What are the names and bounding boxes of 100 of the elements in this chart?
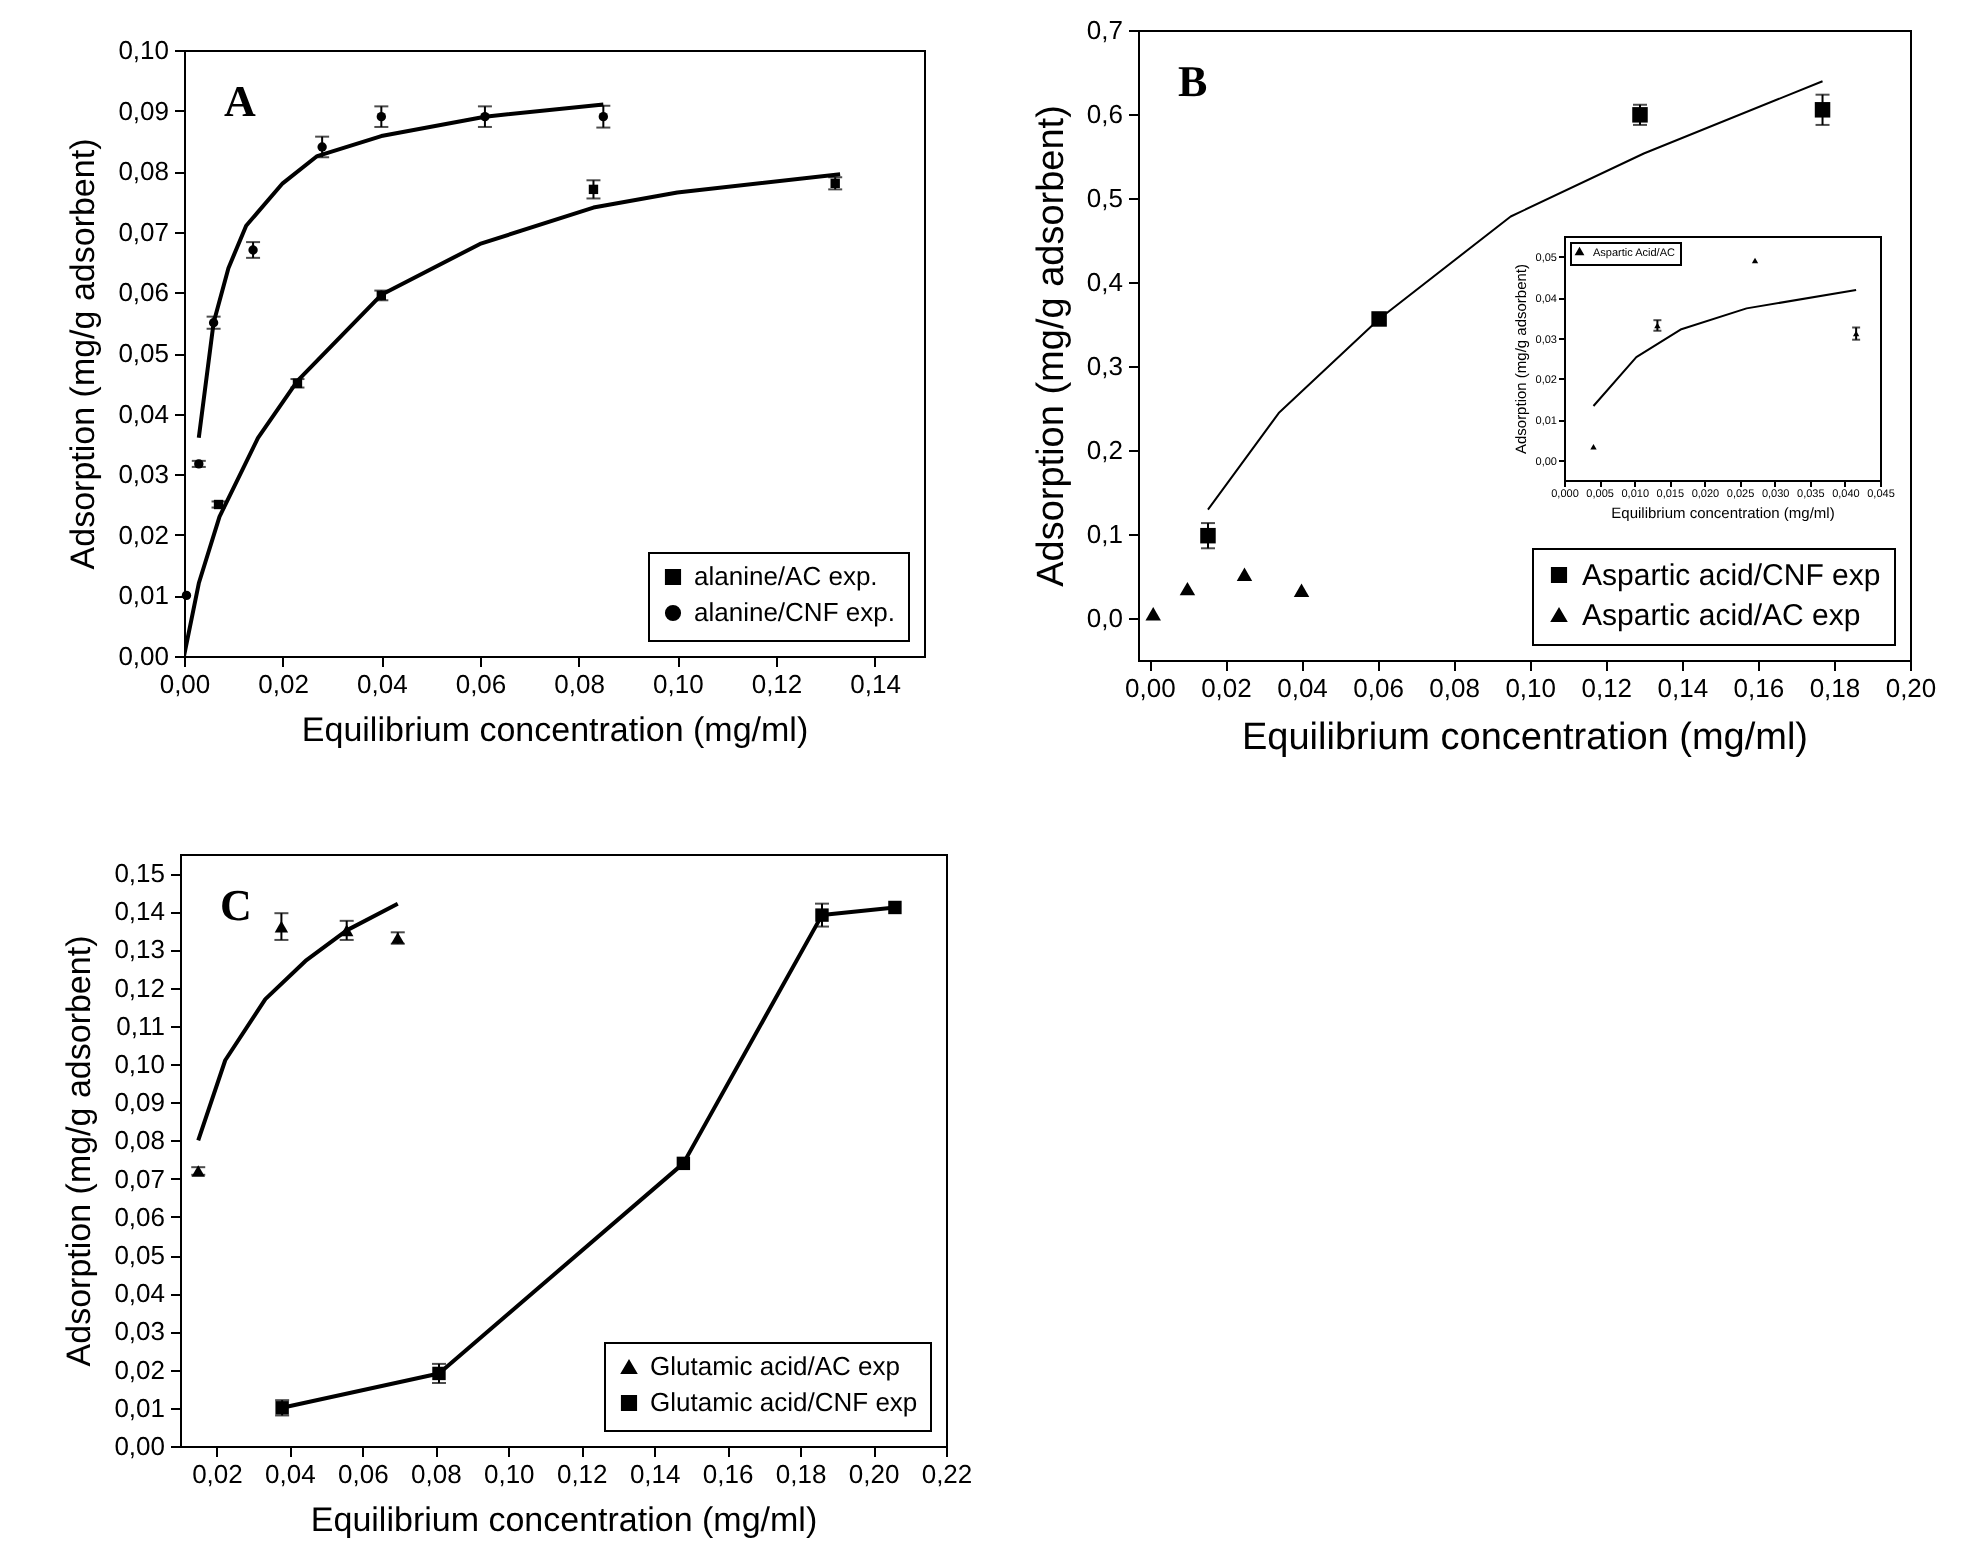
x-tick-label: 0,06 (1353, 673, 1404, 703)
x-tick-label: 0,04 (357, 669, 408, 699)
y-tick-label: 0,01 (118, 580, 169, 611)
y-axis-title: Adsorption (mg/g adsorbent) (64, 138, 103, 570)
point (676, 1156, 691, 1171)
point (598, 111, 609, 122)
point (588, 184, 599, 195)
y-tick-label: 0,1 (1086, 519, 1123, 549)
point (376, 111, 387, 122)
y-tick-label: 0,0 (1086, 603, 1123, 633)
x-tick-label: 0,00 (1125, 673, 1176, 703)
x-tick-label: 0,12 (1581, 673, 1633, 703)
y-tick-label: 0,03 (118, 459, 169, 490)
x-tick-label: 0,04 (265, 1459, 316, 1489)
legend-label: Aspartic acid/CNF exp (1582, 559, 1881, 593)
x-tick-label: 0,12 (556, 1459, 608, 1489)
y-axis-title: Adsorption (mg/g adsorbent) (60, 935, 99, 1367)
y-tick-label: 0,3 (1086, 351, 1123, 381)
x-tick-label: 0,12 (751, 669, 803, 699)
x-tick-label: 0,00 (159, 669, 211, 699)
line-series (1206, 80, 1824, 511)
y-axis-title: Adsorption (mg/g adsorbent) (1030, 105, 1073, 587)
point (274, 920, 289, 933)
x-tick-label: 0,16 (1733, 673, 1785, 703)
legend-label: alanine/AC exp. (694, 561, 878, 591)
x-tick-label: 0,02 (1201, 673, 1252, 703)
x-tick-label: 0,10 (653, 669, 704, 699)
y-tick-label: 0,09 (114, 1087, 165, 1118)
point (432, 1366, 446, 1381)
y-tick-label: 0,05 (114, 1240, 165, 1271)
point (1236, 567, 1253, 582)
point (1200, 527, 1216, 544)
y-tick-label: 0,6 (1086, 99, 1123, 129)
y-tick-label: 0,08 (118, 156, 169, 187)
x-axis-title: Equilibrium concentration (mg/ml) (301, 711, 809, 749)
x-tick-label: 0,06 (338, 1459, 389, 1489)
y-tick-label: 0,4 (1086, 267, 1123, 297)
point (888, 900, 902, 915)
x-tick-label: 0,10 (483, 1459, 535, 1489)
point (1145, 607, 1161, 621)
y-tick-label: 0,03 (114, 1316, 165, 1347)
y-tick-label: 0,07 (114, 1163, 165, 1194)
annotation: A (224, 76, 256, 126)
legend-label: Aspartic acid/AC exp (1582, 599, 1861, 633)
point (480, 111, 490, 122)
point (1371, 311, 1387, 327)
legend-label: Glutamic acid/AC exp (650, 1351, 900, 1381)
y-tick-label: 0,00 (114, 1431, 165, 1461)
x-tick-label: 0,20 (848, 1459, 900, 1489)
y-tick-label: 0,2 (1086, 435, 1123, 465)
point (181, 590, 192, 601)
y-tick-label: 0,04 (114, 1278, 165, 1309)
x-tick-label: 0,02 (192, 1459, 243, 1489)
y-tick-label: 0,05 (118, 338, 169, 368)
legend-label: alanine/CNF exp. (694, 597, 895, 627)
x-axis-title: Equilibrium concentration (mg/ml) (310, 1501, 818, 1539)
y-tick-label: 0,00 (118, 641, 169, 671)
y-tick-label: 0,10 (114, 1049, 165, 1080)
x-tick-label: 0,20 (1885, 673, 1937, 703)
point (1293, 583, 1310, 597)
x-tick-label: 0,08 (411, 1459, 462, 1489)
y-tick-label: 0,12 (114, 972, 165, 1003)
x-tick-label: 0,04 (1277, 673, 1328, 703)
point (1179, 581, 1196, 596)
x-tick-label: 0,22 (921, 1459, 973, 1489)
x-tick-label: 0,14 (1657, 673, 1709, 703)
point (1751, 257, 1759, 264)
y-tick-label: 0,02 (114, 1354, 165, 1385)
line-series (1592, 289, 1858, 407)
y-tick-label: 0,15 (114, 858, 165, 889)
y-tick-label: 0,14 (114, 896, 165, 927)
y-tick-label: 0,10 (118, 35, 169, 65)
y-tick-label: 0,07 (118, 216, 169, 247)
x-axis-title: Equilibrium concentration (mg/ml) (1242, 717, 1808, 759)
y-tick-label: 0,09 (118, 95, 169, 126)
x-tick-label: 0,08 (554, 669, 605, 699)
y-tick-label: 0,7 (1086, 15, 1123, 45)
x-tick-label: 0,14 (850, 669, 901, 699)
legend-label: Glutamic acid/CNF exp (650, 1387, 918, 1417)
x-tick-label: 0,06 (455, 669, 507, 699)
x-tick-label: 0,16 (702, 1459, 754, 1489)
y-tick-label: 0,01 (114, 1392, 165, 1423)
x-tick-label: 0,14 (629, 1459, 681, 1489)
x-tick-label: 0,02 (258, 669, 309, 699)
y-tick-label: 0,13 (114, 934, 165, 965)
point (1632, 107, 1648, 123)
point (815, 908, 829, 922)
y-tick-label: 0,06 (118, 277, 169, 308)
point (317, 142, 327, 152)
annotation: B (1178, 56, 1208, 106)
point (1814, 102, 1831, 118)
y-tick-label: 0,11 (116, 1010, 165, 1041)
annotation: C (220, 880, 252, 930)
y-tick-label: 0,08 (114, 1125, 165, 1156)
x-tick-label: 0,18 (775, 1459, 827, 1489)
x-tick-label: 0,08 (1429, 673, 1480, 703)
x-tick-label: 0,18 (1809, 673, 1861, 703)
y-tick-label: 0,5 (1086, 183, 1123, 213)
point (339, 924, 354, 937)
y-tick-label: 0,06 (114, 1201, 165, 1232)
